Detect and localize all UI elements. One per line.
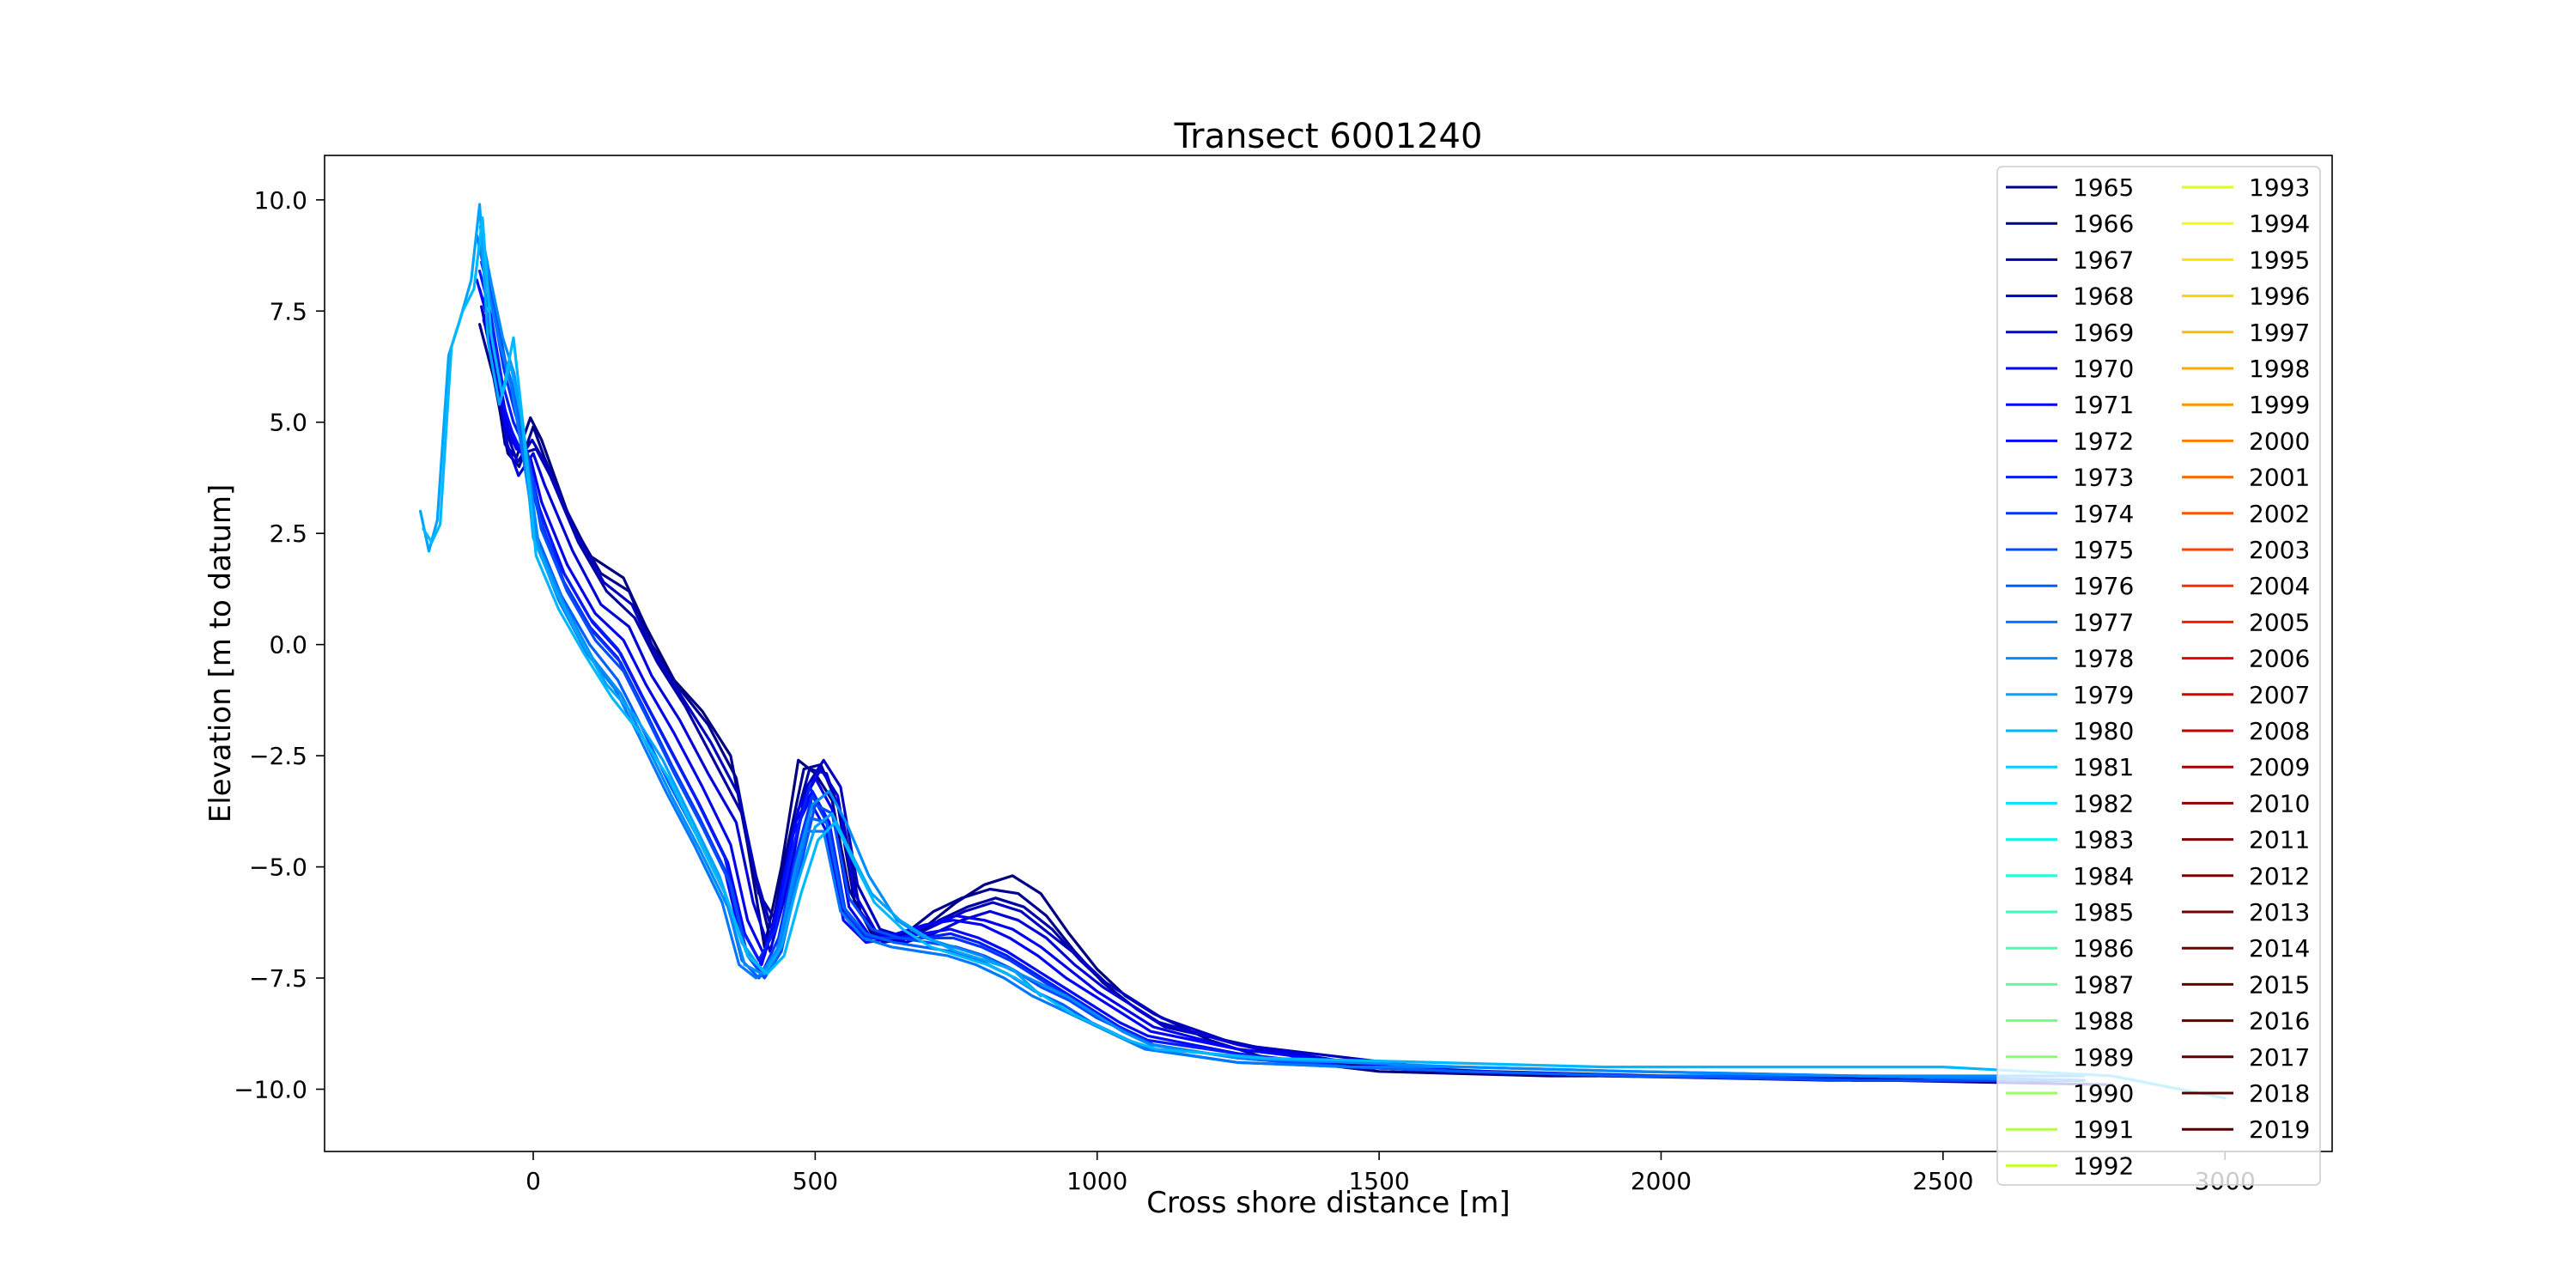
- legend-label: 1967: [2073, 246, 2134, 274]
- x-tick-label: 0: [526, 1167, 541, 1195]
- legend-label: 1998: [2249, 355, 2310, 383]
- y-tick-label: 5.0: [269, 409, 307, 437]
- series-line-1979: [419, 203, 1042, 998]
- x-tick-label: 2500: [1912, 1167, 1973, 1195]
- y-tick-label: 7.5: [269, 297, 307, 325]
- legend-label: 1966: [2073, 210, 2134, 238]
- legend-label: 2017: [2249, 1043, 2310, 1072]
- y-axis-label: Elevation [m to datum]: [204, 484, 238, 823]
- x-tick-label: 1500: [1348, 1167, 1409, 1195]
- legend-label: 1974: [2073, 500, 2134, 528]
- legend-label: 2005: [2249, 608, 2310, 636]
- series-lines: [419, 203, 2227, 1100]
- legend-label: 1999: [2249, 391, 2310, 419]
- y-tick-label: −7.5: [249, 964, 307, 993]
- y-tick-label: −5.0: [249, 854, 307, 882]
- x-axis-label: Cross shore distance [m]: [1146, 1186, 1510, 1220]
- legend-label: 2012: [2249, 862, 2310, 890]
- legend-label: 2013: [2249, 898, 2310, 927]
- x-tick-label: 2000: [1631, 1167, 1692, 1195]
- legend-label: 1991: [2073, 1115, 2134, 1144]
- y-tick-label: −2.5: [249, 742, 307, 770]
- legend-label: 2019: [2249, 1115, 2310, 1144]
- legend-label: 2008: [2249, 717, 2310, 745]
- legend-label: 2006: [2249, 645, 2310, 673]
- legend-label: 1981: [2073, 753, 2134, 781]
- legend-label: 2001: [2249, 464, 2310, 492]
- x-tick-label: 1000: [1066, 1167, 1127, 1195]
- legend-label: 2014: [2249, 934, 2310, 963]
- legend-label: 1993: [2249, 173, 2310, 202]
- series-line-1968: [479, 305, 2086, 1082]
- legend-label: 1972: [2073, 427, 2134, 455]
- legend-label: 1970: [2073, 355, 2134, 383]
- legend-label: 1973: [2073, 464, 2134, 492]
- legend-label: 2010: [2249, 789, 2310, 817]
- series-line-1969: [482, 319, 2086, 1082]
- x-tick-label: 500: [793, 1167, 838, 1195]
- legend-label: 1979: [2073, 681, 2134, 709]
- legend-box: [1996, 166, 2321, 1186]
- y-axis: 10.0 7.5 5.0 2.5 0.0 −2.5 −5.0 −7.5 −10.0: [234, 186, 325, 1104]
- legend-label: 2000: [2249, 427, 2310, 455]
- legend-label: 1969: [2073, 319, 2134, 347]
- legend-label: 1996: [2249, 283, 2310, 311]
- legend-label: 1994: [2249, 210, 2310, 238]
- legend-label: 1980: [2073, 717, 2134, 745]
- y-tick-label: 0.0: [269, 631, 307, 659]
- legend-label: 2004: [2249, 572, 2310, 600]
- legend-label: 2015: [2249, 970, 2310, 999]
- y-tick-label: 2.5: [269, 519, 307, 548]
- legend-label: 1988: [2073, 1007, 2134, 1036]
- series-line-1977: [475, 234, 2086, 1082]
- legend-label: 1995: [2249, 246, 2310, 274]
- legend-label: 1982: [2073, 789, 2134, 817]
- legend-label: 1990: [2073, 1079, 2134, 1108]
- legend: 1965 1966 1967 1968 1969 1970 1971 1972 1973 1974…: [1996, 166, 2321, 1186]
- legend-label: 1976: [2073, 572, 2134, 600]
- legend-label: 1984: [2073, 862, 2134, 890]
- legend-label: 1983: [2073, 826, 2134, 854]
- legend-label: 2007: [2249, 681, 2310, 709]
- series-line-1970: [481, 296, 2086, 1082]
- legend-label: 1989: [2073, 1043, 2134, 1072]
- legend-label: 1971: [2073, 391, 2134, 419]
- legend-label: 1992: [2073, 1151, 2134, 1180]
- series-line-1978: [478, 225, 2086, 1078]
- legend-label: 2011: [2249, 826, 2310, 854]
- legend-label: 2002: [2249, 500, 2310, 528]
- chart-title: Transect 6001240: [1174, 117, 1483, 156]
- legend-label: 2018: [2249, 1079, 2310, 1108]
- legend-label: 1978: [2073, 645, 2134, 673]
- legend-label: 1986: [2073, 934, 2134, 963]
- y-tick-label: −10.0: [234, 1076, 307, 1104]
- legend-label: 2009: [2249, 753, 2310, 781]
- legend-label: 1977: [2073, 608, 2134, 636]
- legend-label: 1975: [2073, 536, 2134, 564]
- series-line-1980: [422, 216, 2227, 1100]
- y-tick-label: 10.0: [254, 186, 307, 215]
- legend-label: 1997: [2249, 319, 2310, 347]
- legend-label: 1968: [2073, 283, 2134, 311]
- legend-label: 1965: [2073, 173, 2134, 202]
- legend-label: 1987: [2073, 970, 2134, 999]
- legend-label: 2003: [2249, 536, 2310, 564]
- legend-label: 1985: [2073, 898, 2134, 927]
- legend-label: 2016: [2249, 1007, 2310, 1036]
